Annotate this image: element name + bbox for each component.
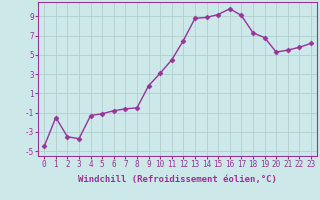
X-axis label: Windchill (Refroidissement éolien,°C): Windchill (Refroidissement éolien,°C) [78, 175, 277, 184]
